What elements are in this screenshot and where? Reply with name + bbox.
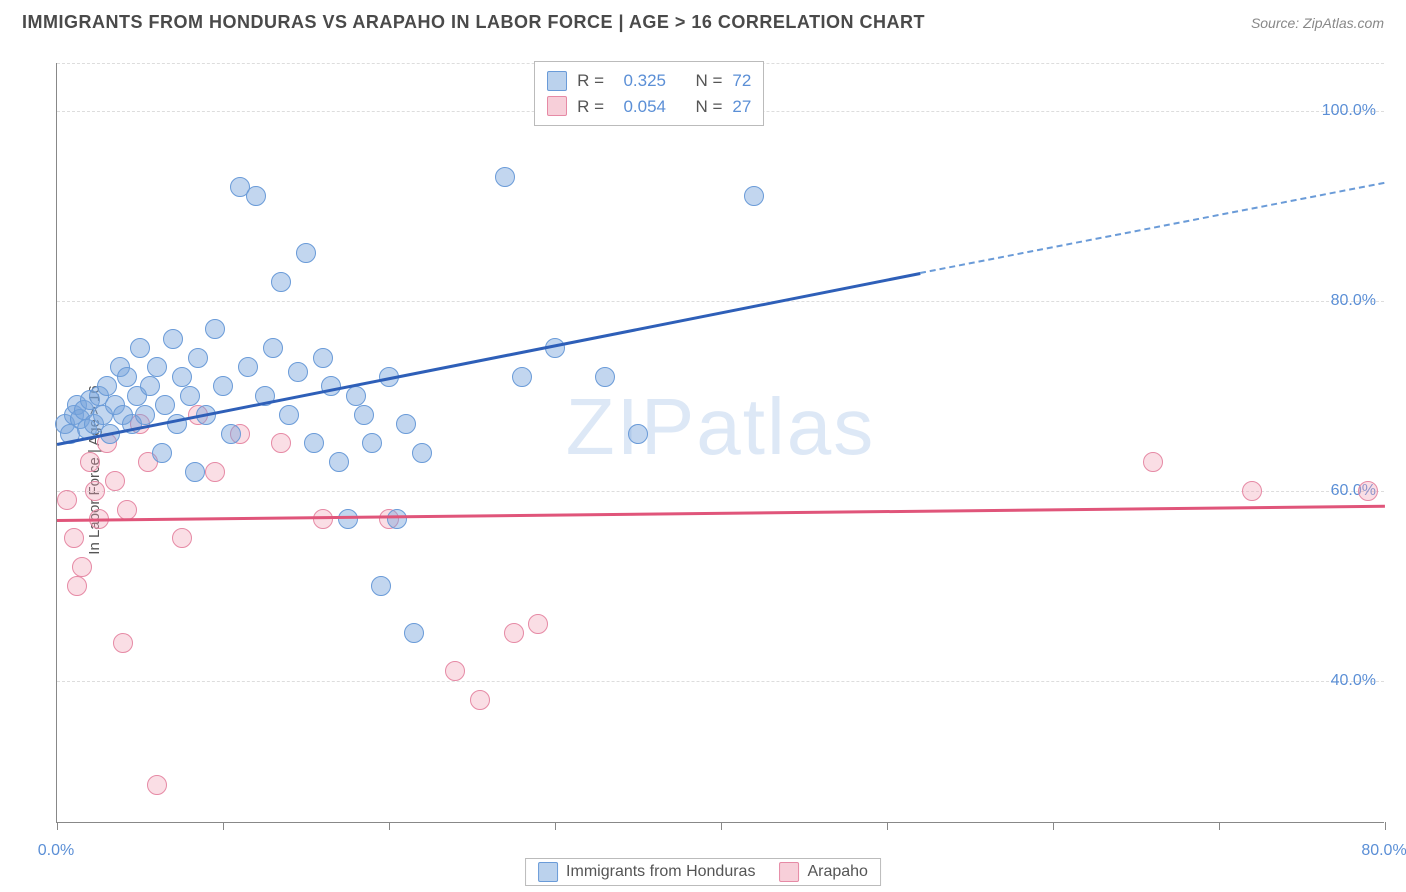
chart-title: IMMIGRANTS FROM HONDURAS VS ARAPAHO IN L… — [22, 12, 925, 33]
scatter-point — [67, 576, 87, 596]
scatter-point — [371, 576, 391, 596]
scatter-point — [80, 452, 100, 472]
scatter-point — [185, 462, 205, 482]
scatter-point — [628, 424, 648, 444]
scatter-point — [495, 167, 515, 187]
x-tick — [1053, 822, 1054, 830]
scatter-point — [155, 395, 175, 415]
chart-container: In Labor Force | Age > 16 ZIPatlas 40.0%… — [0, 48, 1406, 892]
x-tick — [721, 822, 722, 830]
scatter-point — [288, 362, 308, 382]
scatter-point — [445, 661, 465, 681]
scatter-point — [205, 319, 225, 339]
scatter-point — [362, 433, 382, 453]
scatter-point — [313, 348, 333, 368]
legend-item: Immigrants from Honduras — [538, 862, 755, 882]
scatter-point — [396, 414, 416, 434]
scatter-point — [1242, 481, 1262, 501]
scatter-point — [744, 186, 764, 206]
x-tick-label: 0.0% — [38, 842, 74, 860]
scatter-point — [135, 405, 155, 425]
scatter-point — [271, 272, 291, 292]
y-tick-label: 40.0% — [1331, 672, 1376, 690]
gridline — [57, 491, 1384, 492]
x-tick-label: 80.0% — [1361, 842, 1406, 860]
source-attribution: Source: ZipAtlas.com — [1251, 15, 1384, 31]
legend-swatch — [779, 862, 799, 882]
x-tick — [887, 822, 888, 830]
scatter-point — [188, 348, 208, 368]
scatter-point — [117, 367, 137, 387]
x-tick — [57, 822, 58, 830]
y-tick-label: 80.0% — [1331, 292, 1376, 310]
scatter-point — [221, 424, 241, 444]
scatter-point — [85, 481, 105, 501]
scatter-point — [172, 367, 192, 387]
scatter-point — [152, 443, 172, 463]
scatter-point — [97, 376, 117, 396]
scatter-point — [329, 452, 349, 472]
scatter-point — [470, 690, 490, 710]
watermark: ZIPatlas — [566, 381, 875, 473]
scatter-point — [404, 623, 424, 643]
scatter-point — [338, 509, 358, 529]
scatter-point — [64, 528, 84, 548]
legend-swatch — [547, 96, 567, 116]
scatter-point — [117, 500, 137, 520]
scatter-point — [238, 357, 258, 377]
scatter-point — [172, 528, 192, 548]
scatter-point — [213, 376, 233, 396]
scatter-point — [163, 329, 183, 349]
scatter-point — [105, 471, 125, 491]
scatter-point — [528, 614, 548, 634]
scatter-point — [321, 376, 341, 396]
scatter-point — [72, 557, 92, 577]
scatter-point — [246, 186, 266, 206]
gridline — [57, 681, 1384, 682]
legend-swatch — [538, 862, 558, 882]
x-tick — [1385, 822, 1386, 830]
scatter-point — [279, 405, 299, 425]
scatter-point — [346, 386, 366, 406]
scatter-point — [304, 433, 324, 453]
scatter-point — [412, 443, 432, 463]
scatter-point — [130, 338, 150, 358]
x-tick — [555, 822, 556, 830]
legend-item: Arapaho — [779, 862, 868, 882]
legend-swatch — [547, 71, 567, 91]
scatter-point — [387, 509, 407, 529]
scatter-point — [113, 633, 133, 653]
scatter-point — [595, 367, 615, 387]
x-tick — [389, 822, 390, 830]
x-tick — [1219, 822, 1220, 830]
scatter-point — [1358, 481, 1378, 501]
scatter-point — [504, 623, 524, 643]
scatter-point — [147, 357, 167, 377]
scatter-point — [140, 376, 160, 396]
scatter-point — [147, 775, 167, 795]
gridline — [57, 301, 1384, 302]
scatter-point — [512, 367, 532, 387]
scatter-point — [313, 509, 333, 529]
bottom-legend: Immigrants from Honduras Arapaho — [525, 858, 881, 886]
trendline — [57, 272, 921, 445]
scatter-point — [263, 338, 283, 358]
trendline — [57, 505, 1385, 522]
y-tick-label: 100.0% — [1322, 102, 1376, 120]
stats-legend: R = 0.325 N = 72R = 0.054 N = 27 — [534, 61, 764, 126]
scatter-point — [354, 405, 374, 425]
trendline — [920, 182, 1385, 274]
scatter-point — [57, 490, 77, 510]
scatter-point — [296, 243, 316, 263]
plot-area: ZIPatlas 40.0%60.0%80.0%100.0% — [56, 63, 1384, 823]
scatter-point — [271, 433, 291, 453]
scatter-point — [205, 462, 225, 482]
x-tick — [223, 822, 224, 830]
scatter-point — [1143, 452, 1163, 472]
scatter-point — [180, 386, 200, 406]
